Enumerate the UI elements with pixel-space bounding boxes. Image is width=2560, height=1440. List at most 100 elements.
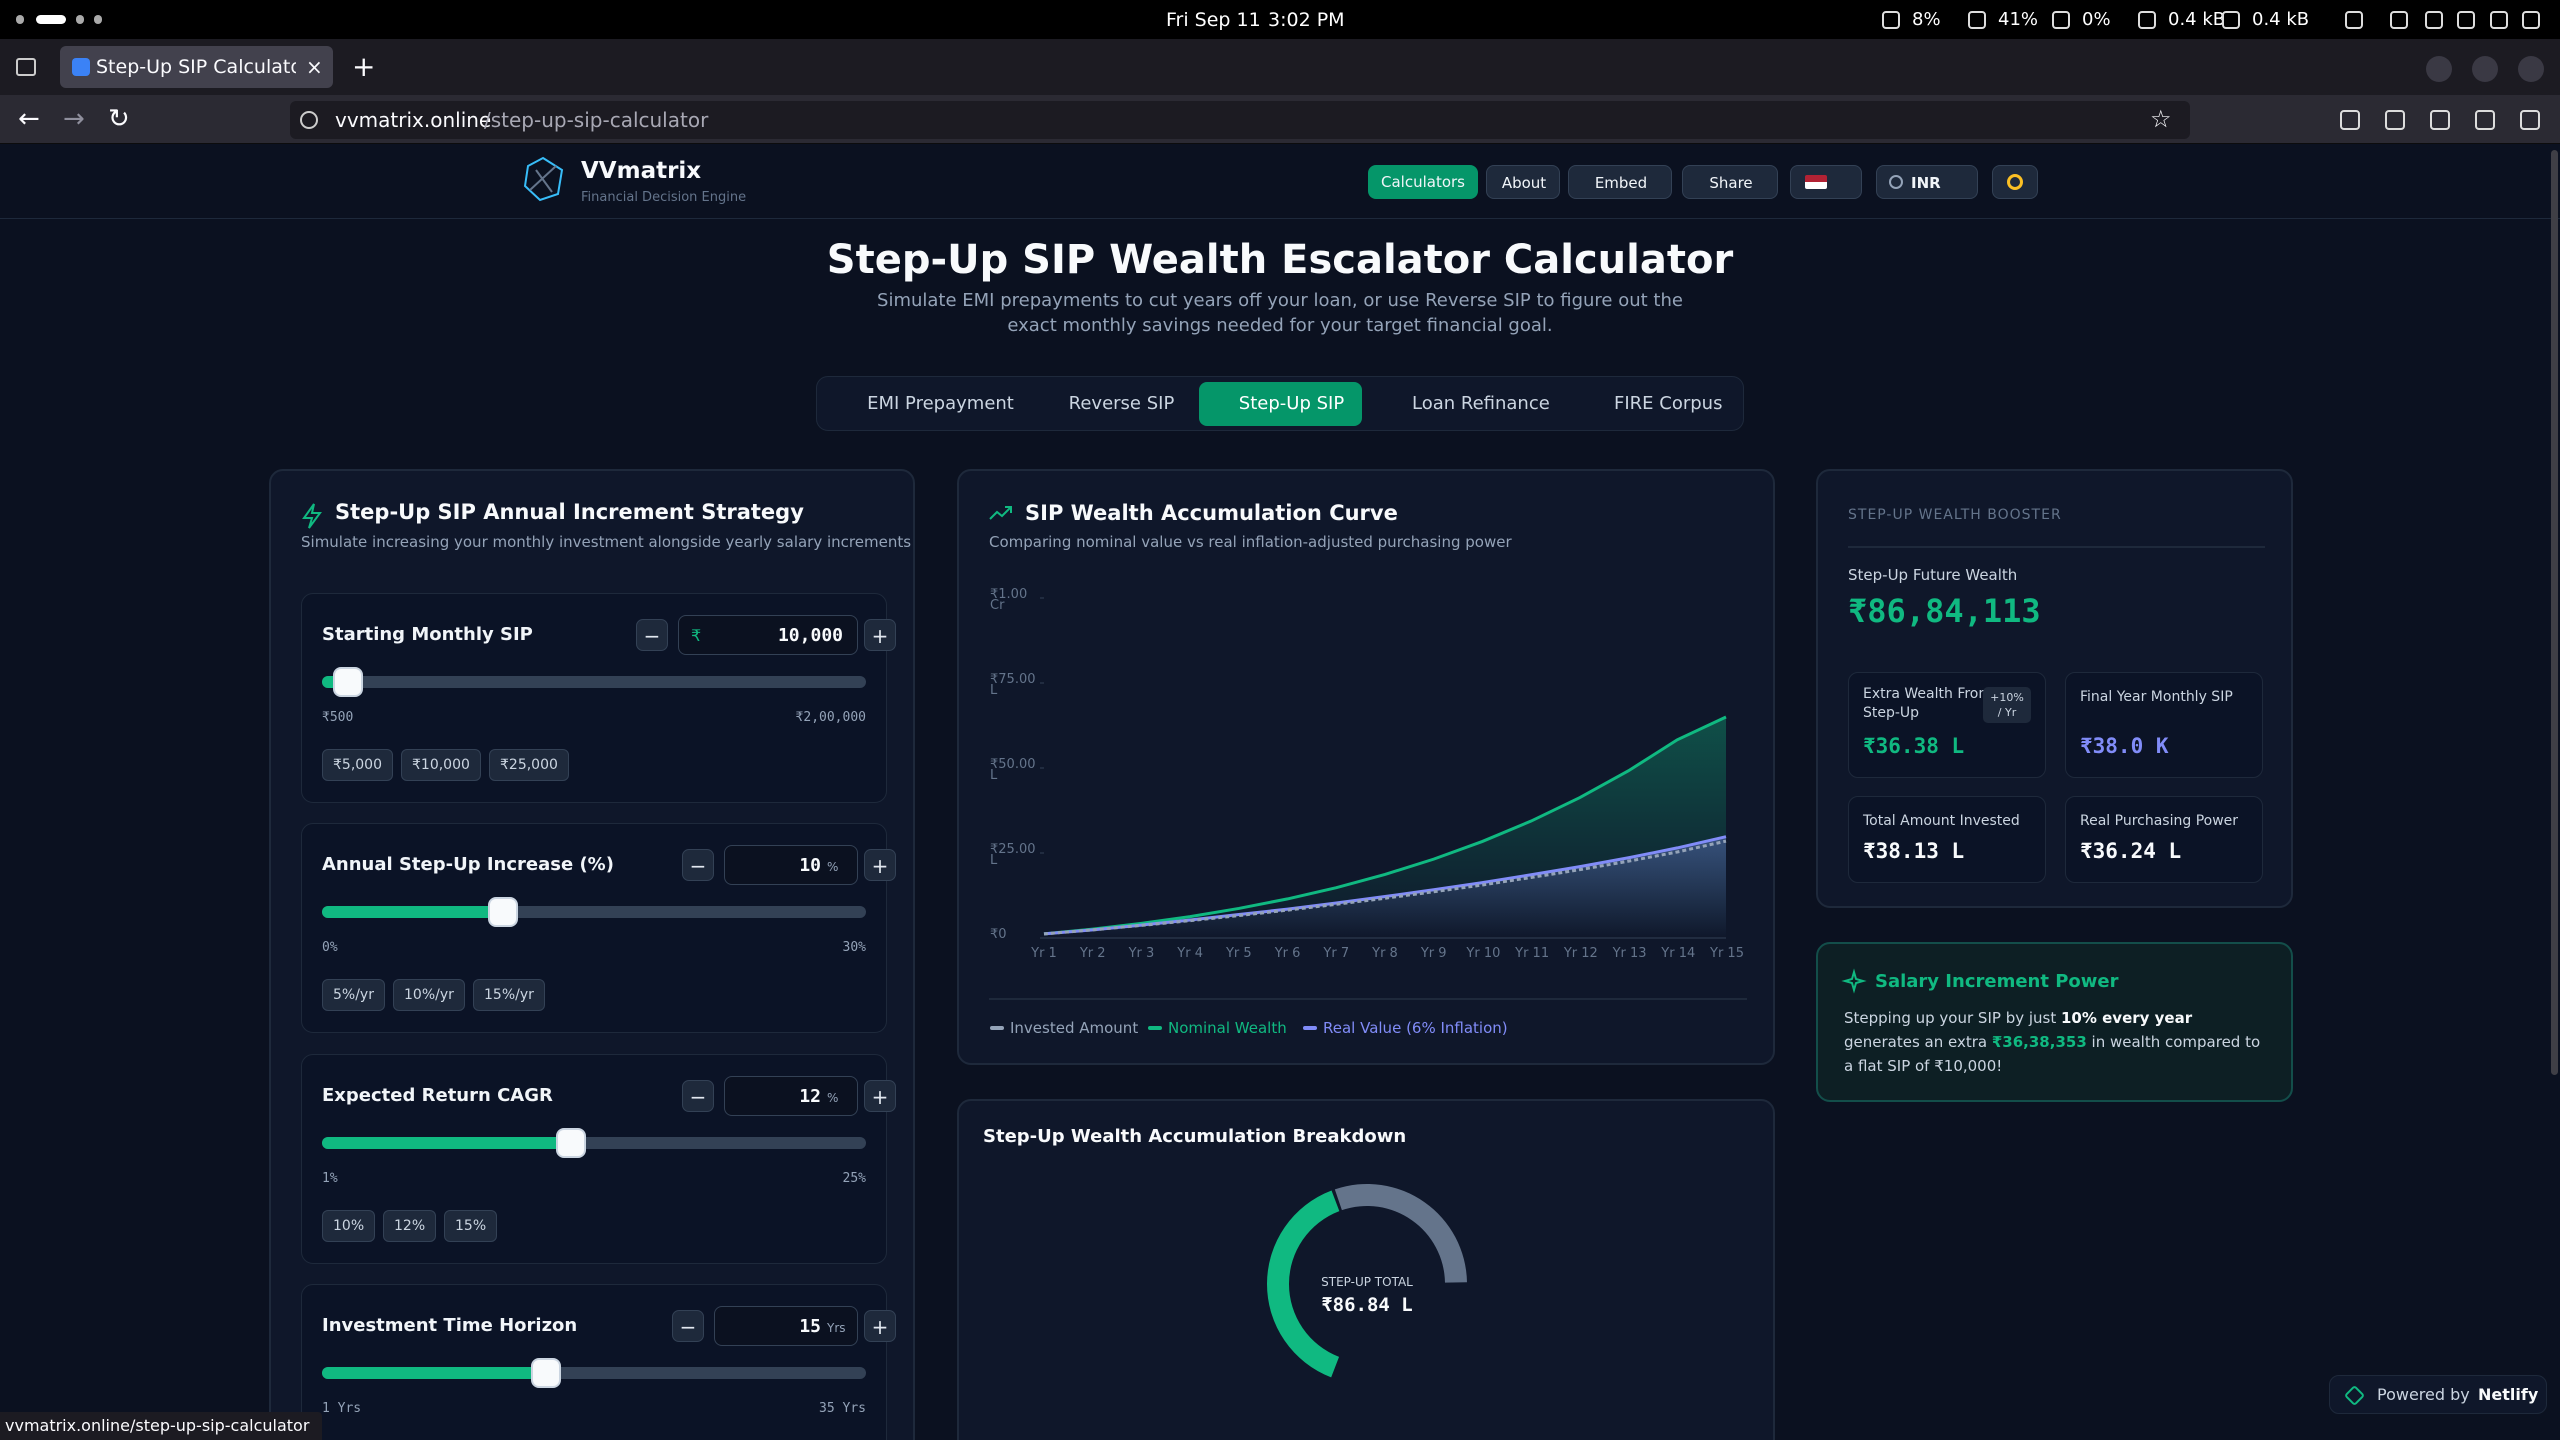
- salary-title: Salary Increment Power: [1875, 971, 2119, 993]
- input-card: Starting Monthly SIP − ₹10,000 + ₹500 ₹2,00,0…: [301, 593, 896, 803]
- netlify-badge[interactable]: Powered by Netlify: [2329, 1375, 2547, 1414]
- toolbar-icon[interactable]: [2520, 110, 2540, 130]
- nav-button[interactable]: Calculators: [1368, 165, 1478, 199]
- tab-close[interactable]: ×: [306, 55, 323, 79]
- preset-button[interactable]: 15%: [444, 1210, 498, 1242]
- value-input[interactable]: 10%: [724, 845, 858, 885]
- y-tick-label: ₹75.00 L: [990, 672, 1036, 698]
- preset-button[interactable]: 10%/yr: [393, 979, 465, 1011]
- theme-toggle[interactable]: [1992, 165, 2038, 199]
- bookmark-star[interactable]: ☆: [2150, 105, 2172, 134]
- slider-track[interactable]: [322, 897, 866, 927]
- x-tick-label: Yr 13: [1612, 945, 1647, 961]
- input-label: Starting Monthly SIP: [322, 624, 533, 646]
- slider-thumb[interactable]: [332, 667, 363, 697]
- input-unit: %: [827, 859, 839, 874]
- increment-button[interactable]: +: [864, 1080, 896, 1112]
- nav-label: Calculators: [1381, 172, 1465, 191]
- sparkle: [1841, 968, 1867, 994]
- value-input[interactable]: ₹10,000: [678, 615, 858, 655]
- calculator-tab[interactable]: EMI Prepayment: [843, 382, 1016, 426]
- preset-button[interactable]: ₹5,000: [322, 749, 393, 781]
- stat-card: Real Purchasing Power ₹36.24 L: [2065, 796, 2263, 883]
- toolbar-icon[interactable]: [2340, 110, 2360, 130]
- os-icon: [2222, 11, 2240, 29]
- chart-subtitle: Comparing nominal value vs real inflatio…: [989, 532, 1512, 551]
- nav-button[interactable]: ←: [18, 103, 40, 134]
- slider-max: 25%: [842, 1170, 866, 1186]
- preset-button[interactable]: ₹25,000: [489, 749, 569, 781]
- window-button[interactable]: [2518, 56, 2544, 82]
- preset-button[interactable]: ₹10,000: [401, 749, 481, 781]
- workspace-dot: [76, 15, 84, 24]
- hero-title: Step-Up SIP Wealth Escalator Calculator: [826, 237, 1734, 283]
- minus: −: [689, 854, 707, 878]
- preset-button[interactable]: 5%/yr: [322, 979, 385, 1011]
- preset-button[interactable]: 15%/yr: [473, 979, 545, 1011]
- window-button[interactable]: [2426, 56, 2452, 82]
- workspace-dot: [94, 15, 102, 24]
- slider-max: 30%: [842, 939, 866, 955]
- toolbar-icon[interactable]: [2385, 110, 2405, 130]
- nav-button[interactable]: →: [63, 103, 85, 134]
- breakdown-panel: Step-Up Wealth Accumulation Breakdown STE…: [957, 1099, 1775, 1440]
- nav-button[interactable]: Embed: [1568, 165, 1672, 199]
- slider-track[interactable]: [322, 1128, 866, 1158]
- calculator-tab[interactable]: Reverse SIP: [1045, 382, 1176, 426]
- x-tick-label: Yr 2: [1079, 945, 1106, 961]
- input-unit: %: [827, 1090, 839, 1105]
- increment-button[interactable]: +: [864, 619, 896, 651]
- minus: −: [679, 1315, 697, 1339]
- url-domain: vvmatrix.online: [335, 108, 492, 132]
- window-button[interactable]: [2472, 56, 2498, 82]
- language-picker[interactable]: [1790, 165, 1862, 199]
- booster-panel: STEP-UP WEALTH BOOSTER Step-Up Future Wea…: [1816, 469, 2293, 908]
- nav-button[interactable]: About: [1486, 165, 1560, 199]
- slider-min: 0%: [322, 939, 338, 955]
- stat-label: Total Amount Invested: [1863, 813, 2020, 830]
- preset-button[interactable]: 10%: [322, 1210, 376, 1242]
- url-bar[interactable]: vvmatrix.online/step-up-sip-calculator: [290, 101, 2190, 139]
- calculator-tab[interactable]: FIRE Corpus: [1592, 382, 1722, 426]
- netlify-brand: Netlify: [2478, 1384, 2539, 1404]
- decrement-button[interactable]: −: [682, 1080, 714, 1112]
- increment-button[interactable]: +: [864, 849, 896, 881]
- hero-subtitle: Simulate EMI prepayments to cut years of…: [877, 290, 1683, 336]
- slider-max: 35 Yrs: [819, 1400, 866, 1416]
- value-input[interactable]: 15 Yrs: [714, 1306, 858, 1346]
- os-swap: 0%: [2082, 9, 2111, 31]
- tab-label: EMI Prepayment: [867, 393, 1014, 415]
- slider-thumb[interactable]: [488, 897, 519, 927]
- decrement-button[interactable]: −: [682, 849, 714, 881]
- slider-track[interactable]: [322, 1358, 866, 1388]
- preset-button[interactable]: 12%: [383, 1210, 437, 1242]
- nav-button[interactable]: Share: [1682, 165, 1778, 199]
- increment-button[interactable]: +: [864, 1310, 896, 1342]
- calculator-tab[interactable]: Step-Up SIP: [1199, 382, 1362, 426]
- decrement-button[interactable]: −: [672, 1310, 704, 1342]
- active-tab[interactable]: Step-Up SIP Calculator — ×: [60, 46, 333, 88]
- decrement-button[interactable]: −: [636, 619, 668, 651]
- currency-picker[interactable]: INR: [1876, 165, 1978, 199]
- slider-thumb[interactable]: [531, 1358, 561, 1388]
- slider-track[interactable]: [322, 667, 866, 697]
- legend-swatch: [990, 1026, 1004, 1030]
- tab-favicon: [72, 58, 90, 76]
- y-tick-label: ₹25.00 L: [990, 842, 1036, 868]
- value-input[interactable]: 12%: [724, 1076, 858, 1116]
- y-tick-label: ₹50.00 L: [990, 757, 1036, 783]
- toolbar-icon[interactable]: [2430, 110, 2450, 130]
- input-label: Expected Return CAGR: [322, 1085, 553, 1107]
- toolbar-icon[interactable]: [2475, 110, 2495, 130]
- stat-value: ₹38.13 L: [1863, 839, 1965, 864]
- calculator-tab[interactable]: Loan Refinance: [1390, 382, 1550, 426]
- os-bar: [0, 0, 2560, 39]
- new-tab[interactable]: +: [352, 50, 376, 84]
- slider-thumb[interactable]: [556, 1128, 587, 1158]
- strategy-panel: Step-Up SIP Annual Increment Strategy Sim…: [269, 469, 915, 1440]
- os-icon: [1968, 11, 1986, 29]
- x-tick-label: Yr 14: [1661, 945, 1696, 961]
- os-date: Fri Sep 11: [1166, 8, 1261, 31]
- nav-button[interactable]: ↻: [108, 103, 130, 134]
- series-area: [1044, 836, 1726, 938]
